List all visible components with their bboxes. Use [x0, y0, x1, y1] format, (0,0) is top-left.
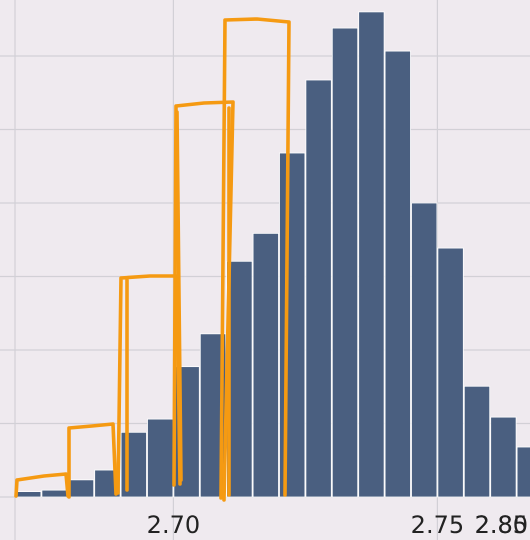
histogram-bar-15: [411, 202, 438, 498]
histogram-bar-11: [305, 79, 332, 498]
histogram-bar-4: [120, 431, 147, 498]
hand-drawn-annotation: [14, 17, 291, 502]
histogram-bar-9: [252, 232, 279, 498]
histogram-bar-8: [226, 260, 253, 498]
histogram-bar-14: [384, 50, 411, 498]
histogram-bar-12: [331, 27, 359, 498]
histogram-bar-19: [516, 446, 530, 498]
histogram-bar-16: [437, 247, 464, 498]
histogram-bar-18: [490, 416, 517, 498]
histogram-bar-17: [463, 385, 491, 498]
annotation-stroke-5: [175, 110, 183, 482]
histogram-bar-5: [147, 418, 174, 498]
x-axis-tick-labels: 2.70 2.75 2.802.85: [147, 511, 528, 539]
histogram-bar-13: [358, 11, 385, 498]
x-tick-label-0: 2.70: [147, 511, 200, 539]
histogram-bar-10: [279, 152, 306, 498]
annotation-stroke-1: [67, 422, 118, 499]
x-tick-label-3: 2.85: [475, 511, 528, 539]
annotation-stroke-4: [219, 17, 291, 500]
histogram-bar-2: [67, 479, 95, 498]
annotation-stroke-0: [14, 472, 70, 498]
histogram-bar-0: [15, 491, 42, 498]
histogram-bar-1: [41, 489, 68, 498]
x-tick-label-1: 2.75: [411, 511, 464, 539]
x-tick-label-2: 2.80: [475, 511, 528, 539]
